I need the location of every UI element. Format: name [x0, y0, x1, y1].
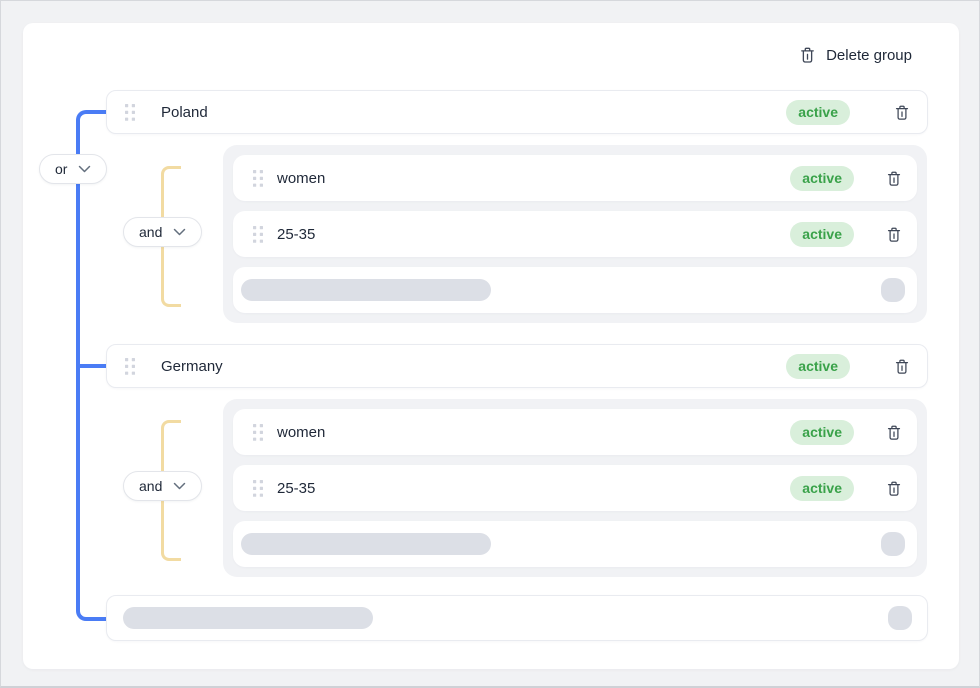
delete-row-button[interactable] — [894, 104, 910, 121]
delete-row-button[interactable] — [886, 424, 902, 441]
delete-row-button[interactable] — [886, 226, 902, 243]
skeleton-box — [881, 532, 905, 556]
condition-name: 25-35 — [277, 225, 316, 243]
condition-group-germany: women active 25-35 active — [223, 399, 927, 577]
status-badge[interactable]: active — [790, 475, 854, 501]
placeholder-row-bottom — [106, 595, 928, 641]
root-connector-branch — [76, 364, 106, 368]
group-operator-select-germany[interactable]: and — [123, 471, 203, 501]
trash-icon — [799, 46, 816, 64]
group-name: Germany — [161, 357, 223, 375]
group-operator-value: and — [139, 224, 163, 240]
condition-row-age[interactable]: 25-35 active — [233, 465, 917, 511]
condition-name: 25-35 — [277, 479, 316, 497]
group-operator-value: and — [139, 478, 163, 494]
group-header-row-poland[interactable]: Poland active — [106, 90, 928, 134]
skeleton-box — [881, 278, 905, 302]
delete-group-button[interactable]: Delete group — [799, 42, 912, 68]
root-operator-value: or — [55, 161, 68, 177]
drag-handle-icon[interactable] — [125, 103, 135, 121]
placeholder-row — [233, 521, 917, 567]
drag-handle-icon[interactable] — [125, 357, 135, 375]
root-operator-select[interactable]: or — [39, 154, 108, 184]
filter-builder-card: Delete group or Poland active — [23, 23, 959, 669]
drag-handle-icon[interactable] — [253, 225, 263, 243]
status-badge[interactable]: active — [786, 353, 850, 379]
condition-name: women — [277, 423, 326, 441]
condition-row-women[interactable]: women active — [233, 409, 917, 455]
skeleton-bar — [241, 279, 491, 301]
condition-row-age[interactable]: 25-35 active — [233, 211, 917, 257]
drag-handle-icon[interactable] — [253, 479, 263, 497]
group-header-row-germany[interactable]: Germany active — [106, 344, 928, 388]
delete-group-label: Delete group — [826, 46, 912, 64]
group-name: Poland — [161, 103, 208, 121]
drag-handle-icon[interactable] — [253, 423, 263, 441]
status-badge[interactable]: active — [790, 165, 854, 191]
skeleton-bar — [241, 533, 491, 555]
chevron-down-icon — [173, 228, 186, 236]
skeleton-box — [888, 606, 912, 630]
delete-row-button[interactable] — [886, 170, 902, 187]
status-badge[interactable]: active — [790, 419, 854, 445]
chevron-down-icon — [173, 482, 186, 490]
drag-handle-icon[interactable] — [253, 169, 263, 187]
condition-name: women — [277, 169, 326, 187]
placeholder-row — [233, 267, 917, 313]
skeleton-bar — [123, 607, 373, 629]
group-operator-select-poland[interactable]: and — [123, 217, 203, 247]
delete-row-button[interactable] — [894, 358, 910, 375]
status-badge[interactable]: active — [786, 99, 850, 125]
delete-row-button[interactable] — [886, 480, 902, 497]
condition-group-poland: women active 25-35 active — [223, 145, 927, 323]
chevron-down-icon — [78, 165, 91, 173]
condition-row-women[interactable]: women active — [233, 155, 917, 201]
status-badge[interactable]: active — [790, 221, 854, 247]
